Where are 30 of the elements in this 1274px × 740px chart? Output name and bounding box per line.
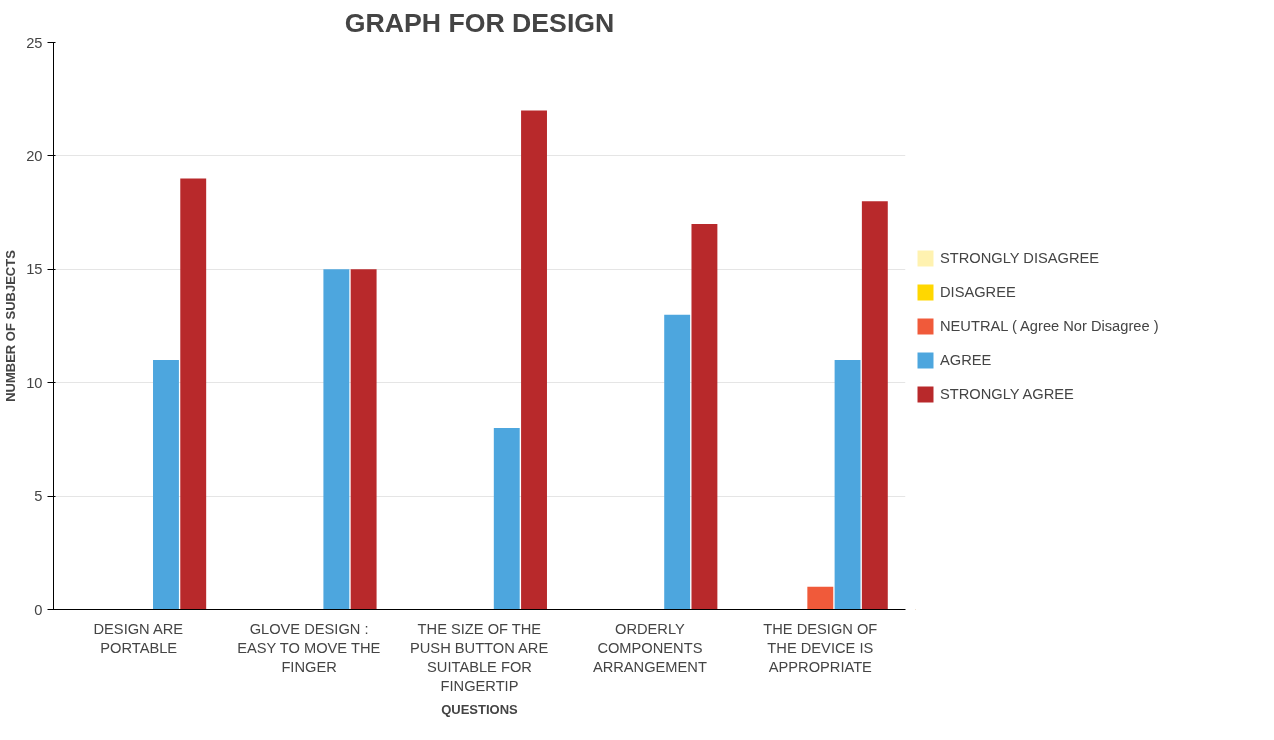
chart-title: GRAPH FOR DESIGN [344,7,615,38]
legend-label: DISAGREE [940,283,1016,300]
bar [350,269,377,610]
x-tick-label: GLOVE DESIGN : EASY TO MOVE THE FINGER [237,620,381,675]
x-axis-title: QUESTIONS [441,702,519,718]
bar [834,360,861,610]
y-tick-label: 10 [26,374,43,391]
x-tick-label: THE SIZE OF THE PUSH BUTTON ARE SUITABLE FOR FINGERTIP [410,620,549,695]
bar [323,269,350,610]
bar [521,110,547,610]
x-tick-label: ORDERLY COMPONENTS ARRANGEMENT [592,620,707,675]
bar [664,314,691,610]
legend-label: STRONGLY DISAGREE [940,249,1100,266]
y-tick-label: 0 [34,601,43,618]
x-tick-label: DESIGN ARE PORTABLE [93,620,184,656]
legend-label: NEUTRAL ( Agree Nor Disagree ) [940,317,1159,334]
bar [807,586,834,610]
legend-label: AGREE [940,351,992,368]
y-tick-label: 20 [26,147,43,164]
bar [180,178,207,610]
bar [691,223,718,610]
y-axis-title: NUMBER OF SUBJECTS [3,249,19,402]
bar [153,360,179,610]
bar [861,201,888,610]
legend-label: STRONGLY AGREE [940,385,1074,402]
y-tick-label: 5 [34,488,43,505]
bar [493,428,520,610]
y-tick-label: 15 [26,261,43,278]
y-tick-label: 25 [26,34,43,51]
x-tick-label: THE DESIGN OF THE DEVICE IS APPROPRIATE [763,620,878,675]
